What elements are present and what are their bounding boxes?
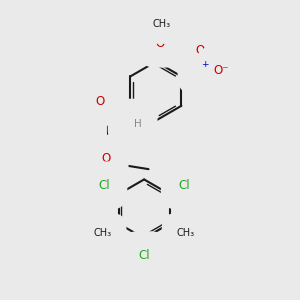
Text: O: O xyxy=(102,152,111,165)
Text: Cl: Cl xyxy=(178,179,190,192)
Text: O: O xyxy=(156,37,165,50)
Text: O⁻: O⁻ xyxy=(214,64,229,77)
Text: CH₃: CH₃ xyxy=(153,19,171,29)
Text: Cl: Cl xyxy=(138,249,150,262)
Text: N: N xyxy=(195,64,204,77)
Text: +: + xyxy=(201,59,208,68)
Text: H: H xyxy=(134,119,142,129)
Text: CH₃: CH₃ xyxy=(94,228,112,238)
Text: O: O xyxy=(95,95,104,108)
Text: Cl: Cl xyxy=(98,179,110,192)
Text: O: O xyxy=(195,44,204,57)
Text: N: N xyxy=(125,116,134,129)
Text: CH₃: CH₃ xyxy=(176,228,194,238)
